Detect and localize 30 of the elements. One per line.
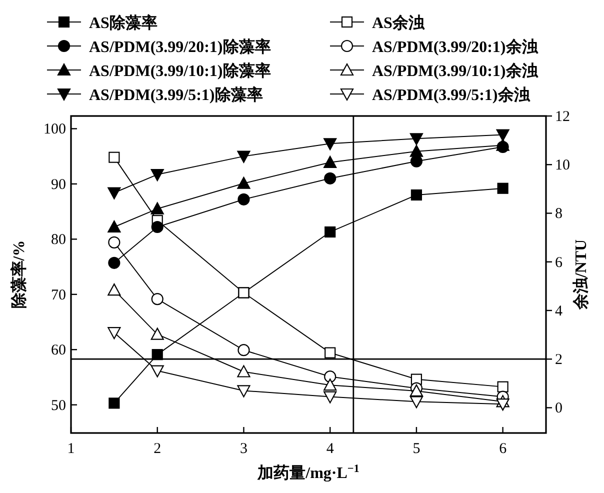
- x-axis-title: 加药量/mg·L$^{−1}$: [256, 463, 360, 482]
- x-tick-label: 6: [499, 441, 508, 457]
- y2-axis-title: 余浊/NTU: [572, 238, 590, 311]
- y2-tick-label: 10: [555, 158, 570, 174]
- x-tick-label: 2: [154, 441, 162, 457]
- legend-label: AS/PDM(3.99/20:1)余浊: [372, 38, 539, 56]
- y-tick-label: 100: [44, 122, 66, 138]
- x-tick-label: 4: [326, 441, 334, 457]
- legend-label: AS/PDM(3.99/10:1)余浊: [372, 62, 539, 80]
- y2-tick-label: 2: [555, 352, 562, 368]
- y2-tick-label: 6: [555, 254, 563, 271]
- y-tick-label: 50: [51, 398, 66, 414]
- y-axis-title: 除藻率/%: [9, 240, 28, 309]
- y-tick-label: 90: [51, 176, 66, 193]
- y2-tick-label: 12: [555, 109, 570, 125]
- y2-tick-label: 4: [555, 303, 563, 320]
- legend-label: AS/PDM(3.99/5:1)余浊: [372, 86, 531, 104]
- y-tick-label: 80: [51, 232, 66, 248]
- x-tick-label: 3: [240, 441, 248, 457]
- legend-label: AS余浊: [372, 14, 426, 32]
- x-tick-label: 1: [67, 441, 75, 457]
- y2-tick-label: 8: [555, 206, 562, 222]
- legend-label: AS/PDM(3.99/5:1)除藻率: [89, 85, 263, 104]
- y-tick-label: 70: [51, 287, 66, 304]
- y-tick-label: 60: [51, 342, 66, 359]
- legend-label: AS/PDM(3.99/20:1)除藻率: [89, 37, 271, 56]
- legend-label: AS除藻率: [89, 13, 158, 32]
- legend-label: AS/PDM(3.99/10:1)除藻率: [89, 61, 271, 80]
- y2-tick-label: 0: [555, 400, 562, 417]
- x-tick-label: 5: [412, 441, 420, 457]
